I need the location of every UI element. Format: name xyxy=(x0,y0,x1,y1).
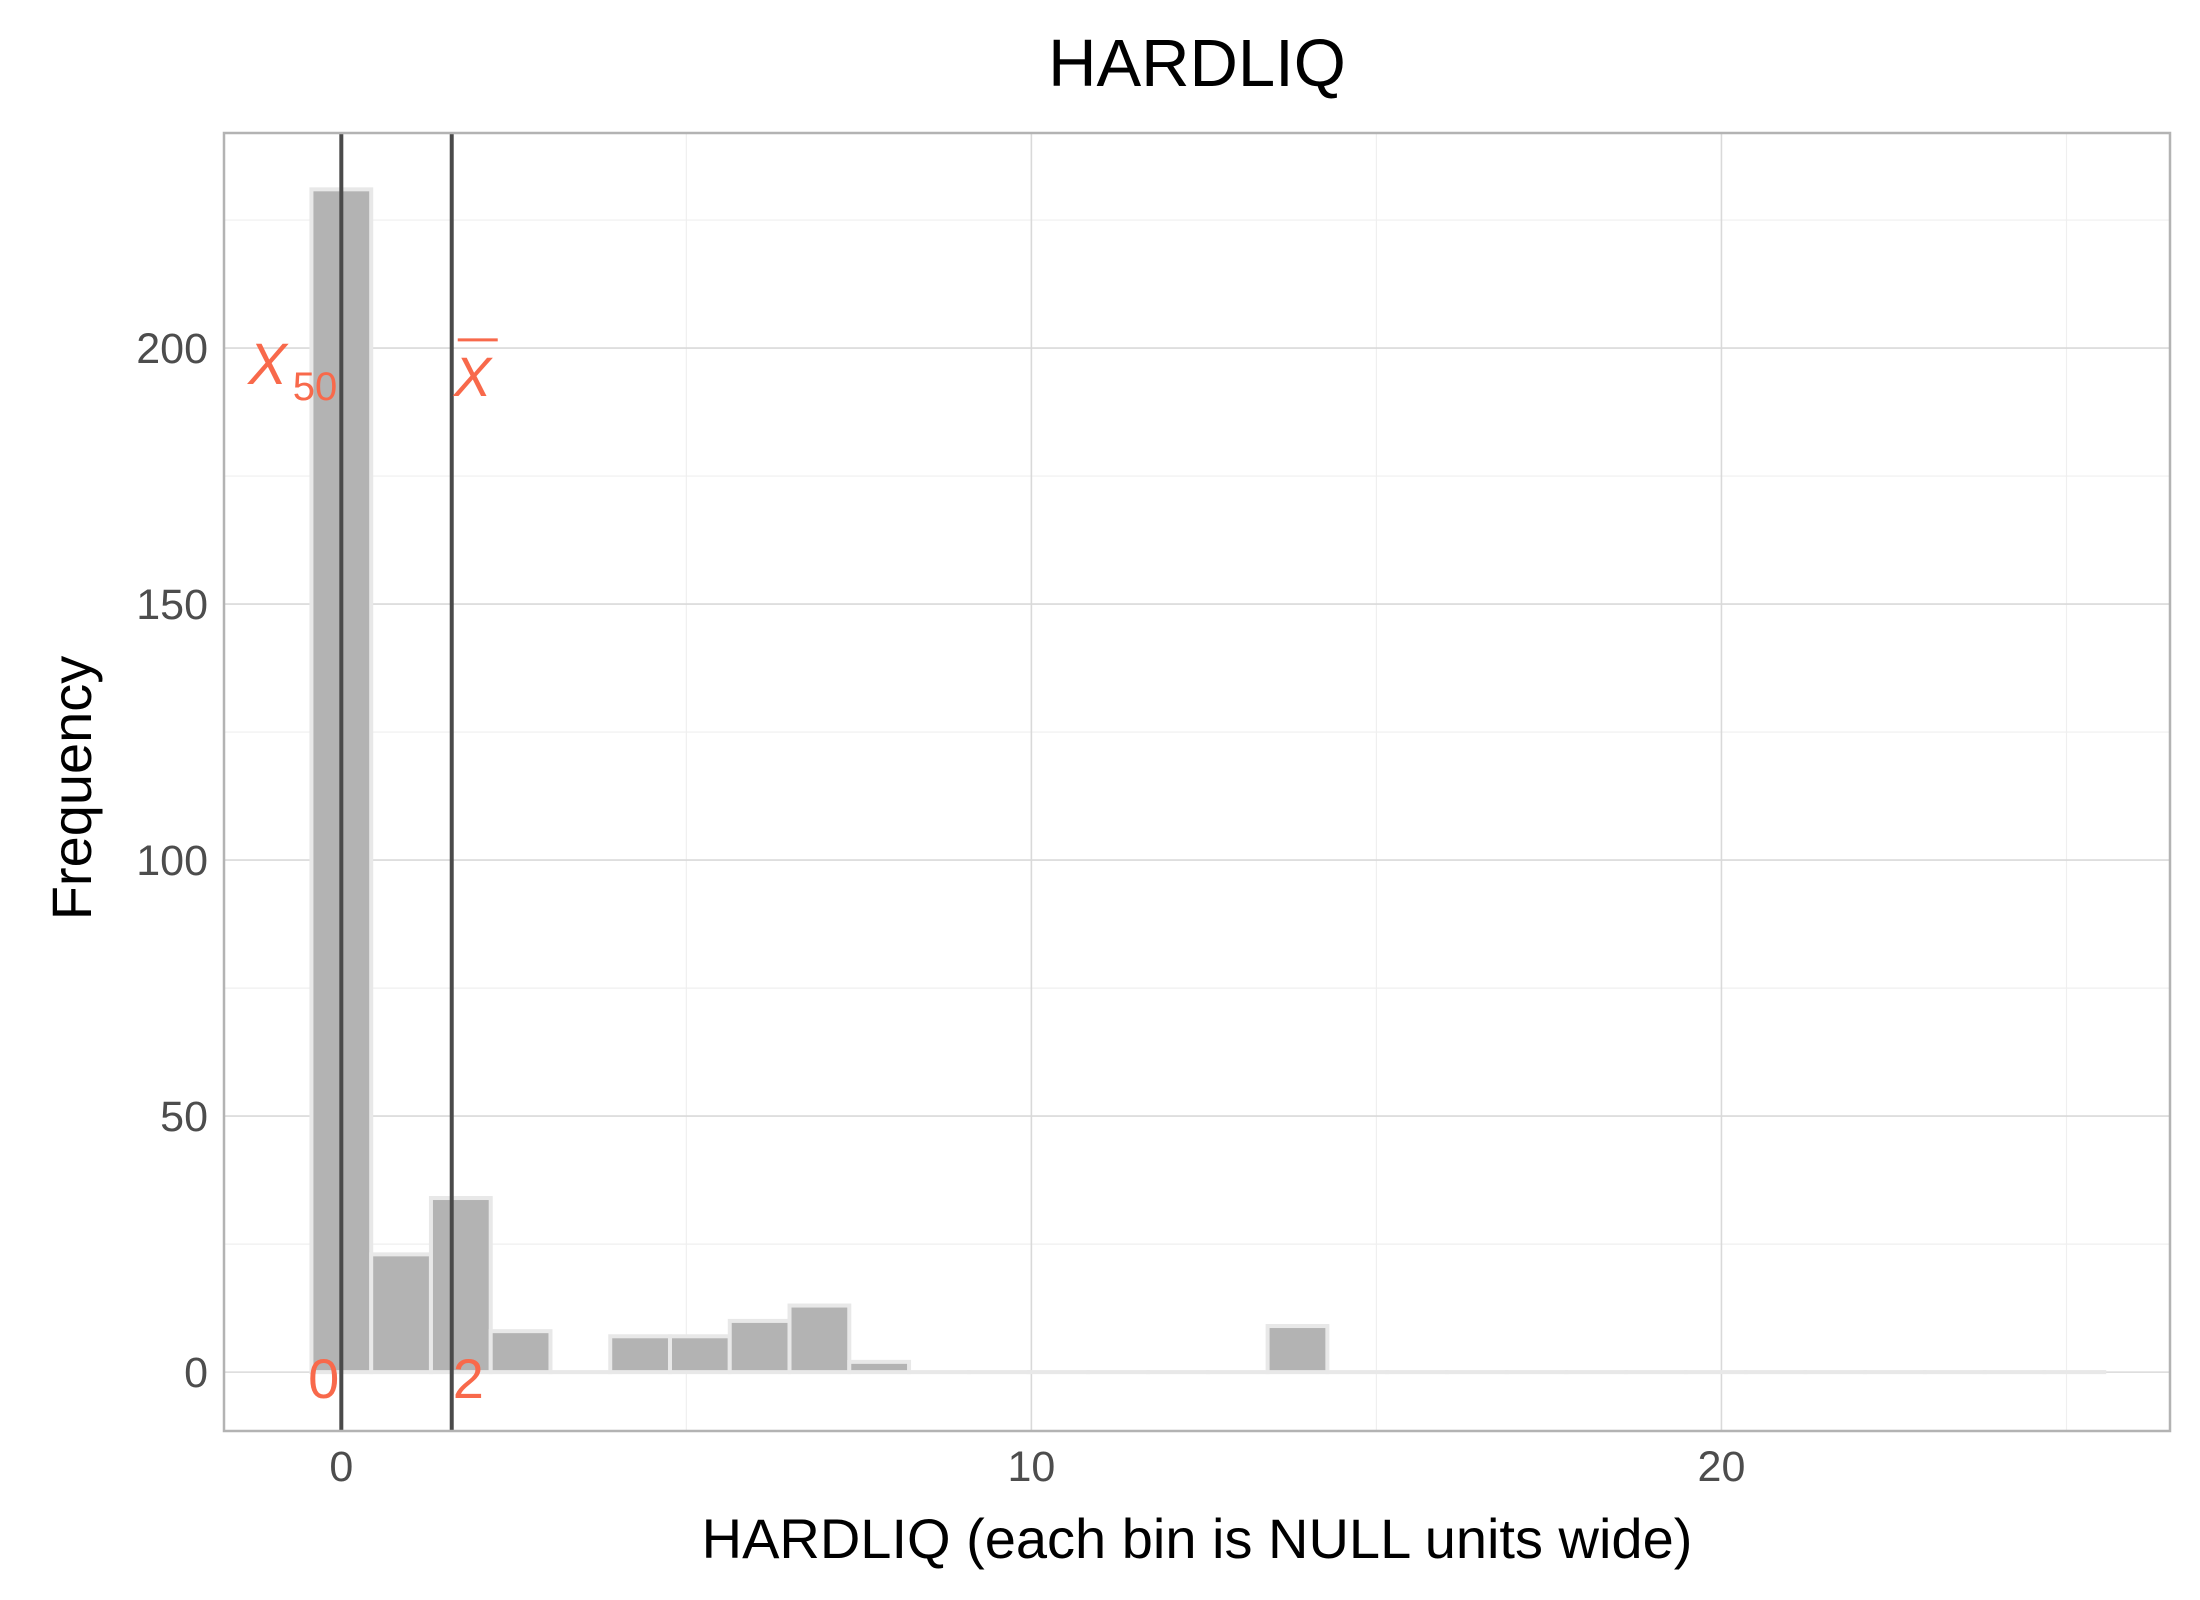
y-tick-label: 100 xyxy=(136,837,208,885)
histogram-bar xyxy=(608,1334,672,1375)
minor-gridlines xyxy=(224,133,2170,1431)
x-tick-label: 10 xyxy=(1007,1443,1055,1491)
median-label: X 50 xyxy=(246,332,337,409)
panel-border xyxy=(222,131,2172,1433)
histogram-bars xyxy=(309,187,2107,1375)
histogram-bar xyxy=(667,1334,732,1375)
x-tick-label: 0 xyxy=(329,1443,353,1491)
chart-title: HARDLIQ xyxy=(1048,26,1346,101)
y-tick-label: 0 xyxy=(184,1349,208,1397)
x-axis-title: HARDLIQ (each bin is NULL units wide) xyxy=(702,1507,1693,1570)
histogram-bar xyxy=(1265,1324,1330,1375)
median-value-label: 0 xyxy=(308,1347,339,1410)
y-tick-label: 50 xyxy=(160,1093,208,1141)
histogram-bar xyxy=(369,1252,433,1375)
histogram-bar xyxy=(428,1196,493,1375)
y-tick-label: 200 xyxy=(136,325,208,373)
histogram-bar xyxy=(847,1359,912,1375)
reference-lines xyxy=(339,133,454,1431)
histogram-bar xyxy=(727,1318,792,1375)
x-tick-label: 20 xyxy=(1698,1443,1746,1491)
mean-label: X xyxy=(452,345,494,408)
major-gridlines xyxy=(224,133,2170,1431)
x-axis-ticks: 0 10 20 xyxy=(329,1443,1745,1491)
y-tick-label: 150 xyxy=(136,581,208,629)
y-axis-title: Frequency xyxy=(40,656,103,921)
mean-value-label: 2 xyxy=(453,1347,484,1410)
histogram-bar xyxy=(488,1329,553,1375)
histogram-bar xyxy=(787,1303,852,1375)
y-axis-ticks: 0 50 100 150 200 xyxy=(136,325,208,1397)
reference-annotations: X 50 X 0 2 xyxy=(246,332,498,1410)
